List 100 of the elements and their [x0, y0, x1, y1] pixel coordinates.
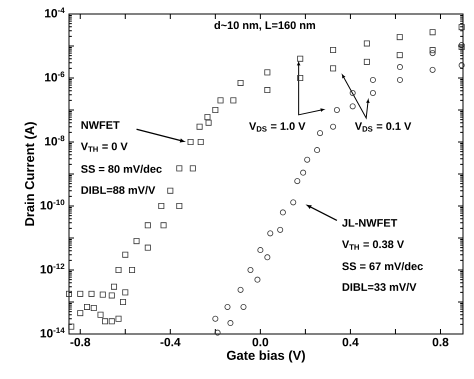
point	[247, 267, 254, 274]
point	[214, 330, 221, 336]
x-axis-title: Gate bias (V)	[226, 350, 305, 362]
point	[134, 238, 140, 244]
point	[350, 103, 356, 110]
point	[290, 199, 296, 206]
point	[458, 44, 465, 50]
point	[297, 75, 304, 81]
point	[176, 203, 182, 210]
annotation: NWFET	[81, 121, 120, 129]
point	[198, 139, 204, 145]
point	[330, 124, 336, 130]
point	[364, 58, 370, 65]
annotation: JL-NWFET	[342, 219, 398, 227]
point	[458, 24, 465, 30]
annotation: DIBL=88 mV/V	[81, 186, 156, 194]
point	[190, 165, 196, 172]
point	[144, 244, 151, 251]
point	[314, 147, 320, 154]
point	[212, 316, 218, 322]
y-tick-label: 10$^{-4}$	[45, 8, 65, 18]
x-tick-label: -0.4	[160, 338, 181, 346]
point	[206, 120, 212, 126]
y-tick-label: 10$^{-14}$	[40, 328, 65, 338]
point	[224, 304, 230, 310]
y-tick-label: 10$^{-8}$	[45, 135, 64, 146]
point	[370, 76, 376, 83]
point	[430, 47, 436, 54]
y-tick-label: 10$^{-6}$	[45, 71, 64, 82]
point	[430, 50, 436, 56]
point	[297, 56, 304, 62]
point	[129, 267, 136, 274]
point	[264, 87, 270, 94]
point	[158, 203, 164, 210]
annotation: V$_{TH}$ = 0.38 V	[342, 240, 404, 250]
point	[396, 76, 403, 83]
point	[212, 107, 218, 113]
point	[396, 34, 403, 40]
annotation: d~10 nm, L=160 nm	[214, 21, 316, 31]
point	[304, 156, 310, 163]
point	[108, 318, 115, 324]
point	[230, 97, 236, 104]
point	[100, 292, 106, 298]
point	[167, 188, 174, 194]
point	[102, 318, 108, 324]
y-tick-label: 10$^{-10}$	[40, 199, 64, 210]
point	[204, 114, 210, 120]
point	[116, 316, 122, 322]
point	[108, 292, 115, 298]
point	[122, 289, 128, 296]
point	[116, 267, 122, 274]
point	[196, 124, 203, 130]
point	[334, 107, 340, 113]
point	[144, 222, 151, 228]
x-tick-label: 0.8	[432, 338, 448, 346]
annotation: V$_{DS}$ = 1.0 V	[249, 122, 306, 132]
point	[264, 69, 270, 76]
annotation: SS = 80 mV/dec	[81, 164, 162, 173]
point	[257, 247, 264, 254]
point	[238, 80, 244, 86]
point	[227, 320, 234, 326]
point	[458, 42, 465, 48]
point	[458, 62, 465, 68]
point	[264, 254, 270, 260]
point	[111, 284, 118, 290]
point	[77, 310, 84, 316]
point	[98, 312, 104, 318]
point	[317, 130, 324, 136]
point	[188, 139, 194, 145]
annotation: V$_{TH}$ = 0 V	[80, 142, 128, 152]
annotation: V$_{DS}$ = 0.1 V	[354, 122, 412, 132]
point	[90, 304, 97, 311]
point	[370, 90, 376, 96]
point	[218, 97, 224, 104]
annotation: SS = 67 mV/dec	[342, 262, 423, 270]
point	[68, 324, 74, 330]
y-axis-title: Drain Current (A)	[24, 122, 37, 226]
point	[160, 222, 167, 228]
x-tick-label: 0.4	[342, 338, 359, 346]
point	[267, 230, 274, 236]
point	[396, 64, 403, 70]
point	[300, 170, 306, 176]
x-tick-label: 0.0	[252, 338, 268, 346]
annotation: DIBL=33 mV/V	[342, 282, 416, 292]
point	[120, 299, 126, 306]
point	[396, 52, 403, 58]
point	[88, 290, 95, 297]
point	[350, 90, 356, 96]
point	[122, 252, 128, 258]
point	[430, 66, 436, 73]
point	[277, 226, 284, 233]
x-tick-label: -0.8	[70, 338, 90, 346]
point	[330, 47, 336, 53]
point	[330, 65, 336, 72]
point	[77, 290, 84, 297]
point	[364, 40, 370, 46]
point	[294, 178, 300, 184]
point	[176, 165, 182, 172]
point	[430, 29, 436, 36]
point	[66, 290, 72, 297]
